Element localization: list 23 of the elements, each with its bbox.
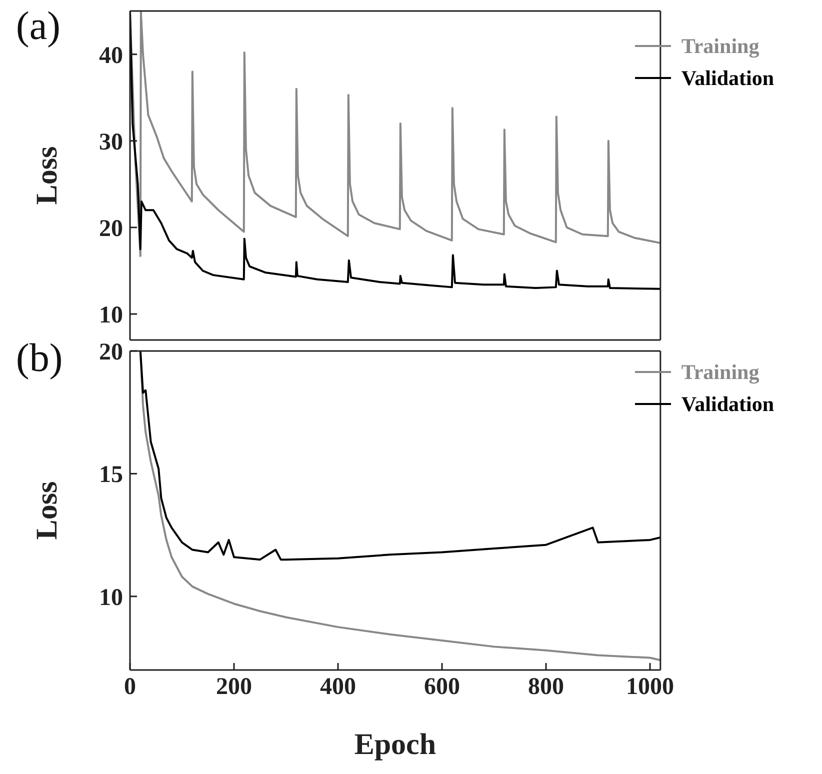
legend-label: Validation — [680, 391, 774, 418]
legend-label: Validation — [680, 65, 774, 92]
legend-label: Training — [680, 359, 760, 386]
y-tick-label: 10 — [99, 302, 123, 329]
x-tick-label: 800 — [528, 674, 564, 700]
y-tick-label: 15 — [99, 462, 123, 488]
y-tick-label: 30 — [99, 129, 123, 156]
y-axis-title: Loss — [30, 146, 64, 205]
y-tick-label: 20 — [99, 340, 123, 366]
x-tick-label: 400 — [320, 674, 356, 700]
y-tick-label: 20 — [99, 216, 123, 242]
x-axis-title: Epoch — [354, 728, 436, 761]
y-tick-label: 10 — [99, 584, 123, 611]
x-tick-label: 600 — [424, 674, 460, 700]
y-tick-label: 40 — [99, 42, 123, 69]
x-tick-label: 1000 — [626, 674, 674, 700]
x-tick-label: 200 — [216, 674, 252, 700]
x-tick-label: 0 — [124, 674, 136, 700]
line-series — [139, 351, 660, 561]
y-axis-title: Loss — [30, 481, 64, 540]
text: (b) — [16, 334, 63, 381]
legend-label: Training — [680, 33, 760, 60]
text: (a) — [16, 2, 60, 49]
